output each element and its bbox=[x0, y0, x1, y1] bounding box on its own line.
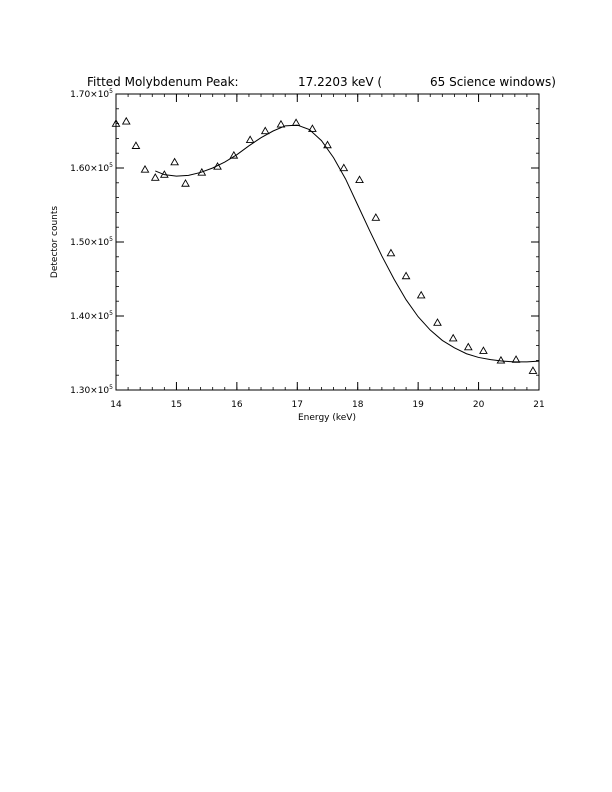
data-point bbox=[131, 141, 141, 149]
data-point bbox=[121, 116, 131, 125]
chart-title-part3: 65 Science windows) bbox=[430, 75, 556, 89]
data-point bbox=[276, 119, 286, 128]
y-tick-label: 1.60×105 bbox=[70, 162, 113, 174]
data-point bbox=[496, 355, 506, 364]
chart-title-part1: Fitted Molybdenum Peak: bbox=[87, 75, 239, 89]
x-tick-label: 21 bbox=[533, 400, 544, 410]
data-point bbox=[150, 173, 160, 181]
data-point bbox=[229, 150, 239, 159]
data-point bbox=[308, 124, 317, 132]
y-axis-ticks: 1.30×105 1.40×105 1.50×105 1.60×105 1.70×105 bbox=[70, 88, 539, 396]
minor-ticks bbox=[115, 93, 540, 391]
data-point bbox=[448, 333, 458, 342]
data-points bbox=[111, 116, 538, 374]
data-point bbox=[371, 213, 381, 221]
chart-title-part2: 17.2203 keV ( bbox=[298, 75, 382, 89]
data-point bbox=[401, 271, 411, 280]
data-point bbox=[528, 366, 538, 374]
y-tick-label: 1.70×105 bbox=[70, 88, 113, 100]
x-tick-label: 20 bbox=[473, 400, 485, 410]
data-point bbox=[260, 126, 270, 135]
x-axis-label: Energy (keV) bbox=[298, 413, 356, 423]
y-tick-label: 1.40×105 bbox=[70, 310, 113, 322]
fit-layer bbox=[155, 124, 540, 363]
data-point bbox=[140, 164, 150, 173]
data-point bbox=[511, 355, 521, 363]
y-tick-label: 1.50×105 bbox=[70, 236, 113, 248]
x-tick-label: 19 bbox=[412, 400, 424, 410]
x-axis-ticks: 14 15 16 17 18 19 20 21 bbox=[110, 94, 545, 410]
x-tick-label: 14 bbox=[110, 400, 122, 410]
x-tick-label: 17 bbox=[292, 400, 303, 410]
x-tick-label: 18 bbox=[352, 400, 364, 410]
x-tick-label: 16 bbox=[231, 400, 243, 410]
data-point bbox=[386, 248, 396, 257]
plot-frame bbox=[115, 93, 540, 391]
data-point bbox=[213, 162, 222, 170]
data-point bbox=[479, 346, 488, 354]
data-point bbox=[339, 163, 349, 172]
data-point bbox=[323, 140, 332, 149]
data-point bbox=[197, 167, 207, 176]
data-point bbox=[291, 118, 301, 127]
data-point bbox=[433, 318, 442, 326]
data-point bbox=[111, 119, 121, 127]
data-point bbox=[159, 170, 169, 178]
data-point bbox=[245, 135, 255, 144]
x-tick-label: 15 bbox=[171, 400, 182, 410]
y-tick-label: 1.30×105 bbox=[70, 384, 113, 396]
y-axis-label: Detector counts bbox=[50, 206, 60, 278]
data-point bbox=[416, 290, 426, 299]
data-point bbox=[181, 179, 190, 187]
data-point bbox=[463, 342, 473, 351]
fit-curve bbox=[155, 124, 540, 363]
data-point bbox=[170, 157, 179, 166]
data-point bbox=[355, 175, 364, 183]
